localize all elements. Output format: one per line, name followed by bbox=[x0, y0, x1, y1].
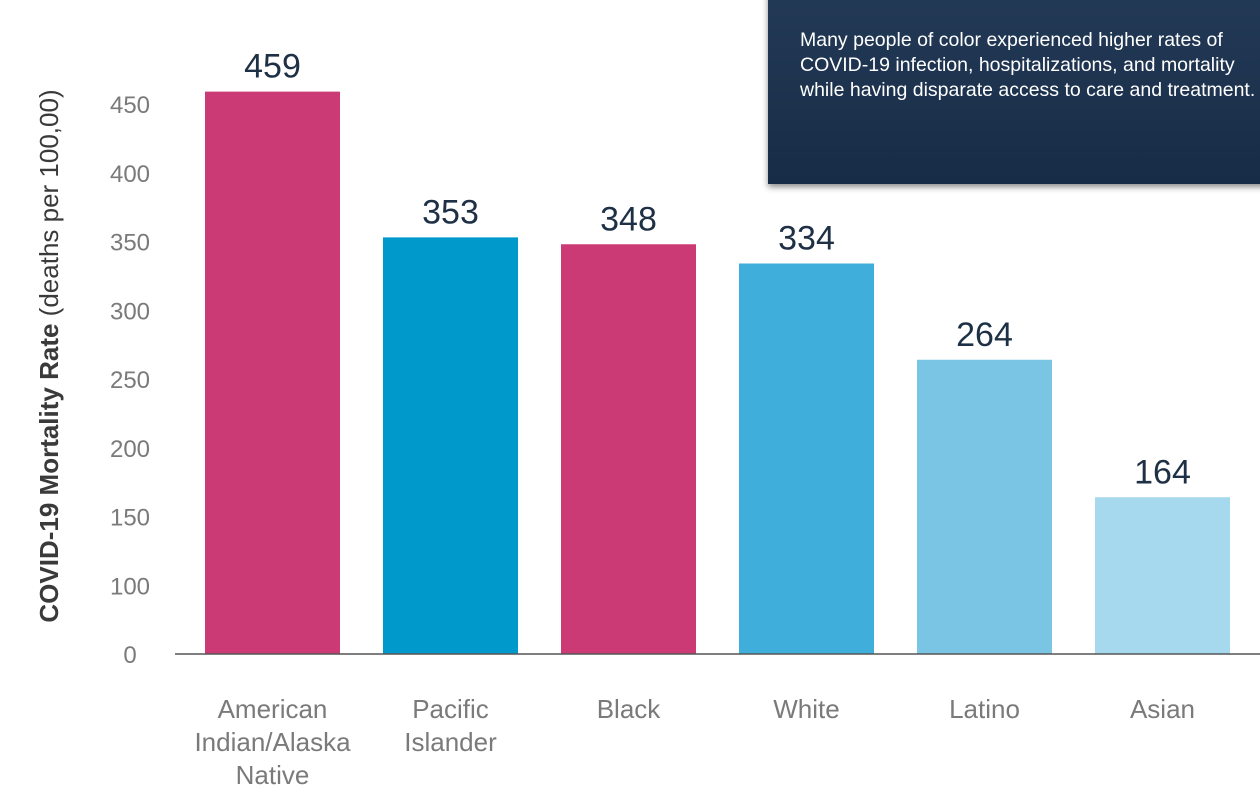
y-tick-label: 300 bbox=[110, 298, 150, 325]
y-tick-label: 0 bbox=[123, 642, 136, 669]
bar bbox=[917, 359, 1052, 654]
y-axis-label-unit: (deaths per 100,00) bbox=[34, 89, 64, 323]
category-label: Pacific Islander bbox=[404, 694, 497, 757]
bar-value-label: 264 bbox=[956, 316, 1013, 354]
bar-value-label: 334 bbox=[778, 220, 835, 258]
category-label-line: Native bbox=[236, 760, 310, 790]
bar-value-label: 459 bbox=[244, 48, 301, 86]
category-label: American Indian/Alaska Native bbox=[194, 694, 351, 790]
bar bbox=[205, 91, 340, 654]
y-tick-label: 200 bbox=[110, 436, 150, 463]
y-axis-label-main: COVID-19 Mortality Rate bbox=[34, 324, 64, 623]
category-label-line: Latino bbox=[949, 694, 1020, 724]
category-label: Asian bbox=[1130, 694, 1195, 724]
category-label-line: White bbox=[773, 694, 839, 724]
category-label: Latino bbox=[949, 694, 1020, 724]
bar bbox=[383, 237, 518, 654]
bar-value-label: 353 bbox=[422, 193, 479, 231]
category-label-line: Indian/Alaska bbox=[194, 727, 351, 757]
callout-text: Many people of color experienced higher … bbox=[800, 29, 1256, 101]
y-axis-label: COVID-19 Mortality Rate (deaths per 100,… bbox=[34, 89, 64, 622]
bar-value-label: 348 bbox=[600, 200, 657, 238]
category-label-line: American bbox=[218, 694, 328, 724]
y-tick-label: 150 bbox=[110, 505, 150, 532]
y-tick-label: 350 bbox=[110, 230, 150, 257]
y-tick-label: 400 bbox=[110, 161, 150, 188]
bars bbox=[205, 91, 1230, 654]
category-label-line: Black bbox=[597, 694, 662, 724]
bar bbox=[561, 244, 696, 654]
bar-value-label: 164 bbox=[1134, 453, 1191, 491]
value-labels: 459 353 348 334 264 164 bbox=[244, 48, 1191, 492]
category-label: White bbox=[773, 694, 839, 724]
category-label: Black bbox=[597, 694, 662, 724]
category-label-line: Islander bbox=[404, 727, 497, 757]
info-callout: Many people of color experienced higher … bbox=[768, 0, 1260, 184]
y-tick-label: 250 bbox=[110, 367, 150, 394]
category-label-line: Asian bbox=[1130, 694, 1195, 724]
y-tick-label: 100 bbox=[110, 573, 150, 600]
y-tick-label: 450 bbox=[110, 92, 150, 119]
category-label-line: Pacific bbox=[412, 694, 489, 724]
bar bbox=[739, 263, 874, 654]
y-tick-labels: 0 100 150 200 250 300 350 400 450 bbox=[110, 92, 150, 669]
category-labels: American Indian/Alaska Native Pacific Island… bbox=[194, 694, 1195, 790]
bar bbox=[1095, 497, 1230, 654]
